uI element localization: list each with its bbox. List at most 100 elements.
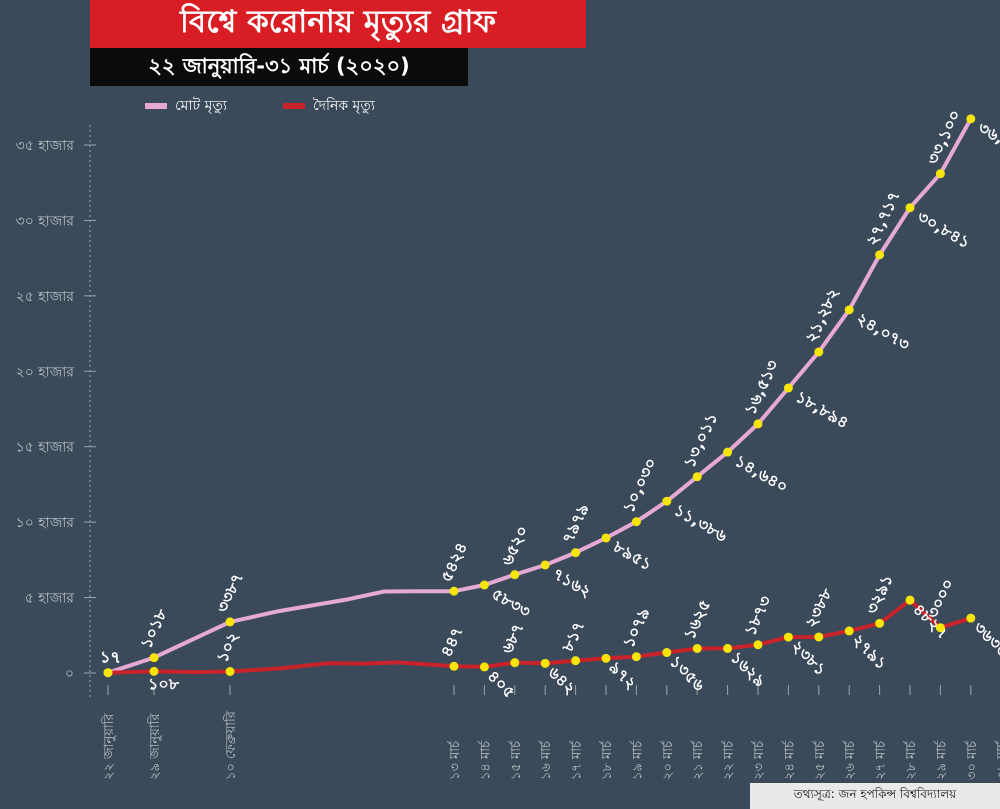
daily-point	[103, 668, 113, 678]
legend-swatch-daily	[282, 103, 305, 109]
total-data-label: ৩০,৮৪১	[914, 207, 974, 252]
total-point	[875, 250, 885, 260]
daily-data-label: ৯৭২	[605, 658, 640, 693]
x-tick-label: ২২ মার্চ	[721, 740, 737, 780]
total-data-label: ৩৩,১০০	[923, 107, 965, 168]
daily-data-label: ৩৬৩৫	[970, 618, 1000, 661]
total-data-label: ২৭,৭১৭	[862, 188, 904, 249]
y-tick-label: ৩০ হাজার	[16, 213, 75, 229]
x-tick-label: ২৭ মার্চ	[873, 740, 889, 780]
x-tick-label: ১৮ মার্চ	[599, 740, 615, 780]
daily-data-label: ৬৪২	[544, 663, 579, 698]
total-point	[905, 203, 915, 213]
total-data-label: ৫৪২৪	[436, 539, 471, 585]
total-data-label: ৩৩৮৭	[212, 570, 247, 616]
total-point	[149, 653, 159, 663]
daily-data-label: ৩২৯১	[862, 571, 897, 617]
daily-point	[844, 626, 854, 636]
daily-point	[601, 653, 611, 663]
y-tick-label: ১০ হাজার	[16, 515, 75, 531]
legend: মোট মৃত্যু দৈনিক মৃত্যু	[145, 96, 375, 116]
total-data-label: ৫৮৩৩	[488, 584, 534, 622]
x-tick-label: ২৫ মার্চ	[812, 740, 828, 780]
legend-item-daily: দৈনিক মৃত্যু	[282, 96, 375, 116]
daily-data-label: ৮১৭	[558, 618, 589, 655]
total-data-label: ৬৫২০	[497, 523, 532, 569]
total-data-label: ৭৯৭৯	[558, 501, 593, 547]
x-tick-label: ১০ ফেব্রুয়ারি	[223, 710, 239, 780]
daily-data-label: ১৬২৫	[680, 596, 715, 642]
y-tick-label: ২৫ হাজার	[16, 289, 75, 305]
daily-data-label: ১০৮	[148, 674, 180, 693]
x-tick-label: ১৯ মার্চ	[630, 740, 646, 780]
total-data-label: ৮৯৫১	[609, 537, 655, 575]
total-data-label: ১৬,৫১৩	[740, 356, 782, 417]
daily-data-label: ১৬২৯	[727, 648, 770, 691]
total-point	[844, 305, 854, 315]
daily-point	[935, 623, 945, 633]
x-tick-label: ২৯ জানুয়ারি	[147, 713, 163, 780]
total-point	[814, 347, 824, 357]
daily-point	[510, 658, 520, 668]
chart-subtitle: ২২ জানুয়ারি-৩১ মার্চ (২০২০)	[90, 48, 468, 86]
daily-point	[905, 595, 915, 605]
x-tick-label: ১৩ মার্চ	[447, 740, 463, 780]
daily-point	[631, 652, 641, 662]
daily-data-label: ৬৮৭	[497, 620, 527, 656]
daily-point	[753, 640, 763, 650]
total-point	[662, 496, 672, 506]
daily-point	[966, 613, 976, 623]
x-tick-label: ১৭ মার্চ	[569, 740, 585, 780]
daily-data-label: ১০২	[212, 629, 242, 665]
daily-data-label: ২৩৮১	[788, 636, 831, 679]
legend-swatch-total	[145, 103, 167, 109]
total-data-label: ১০১৮	[136, 605, 171, 651]
daily-point	[814, 632, 824, 642]
legend-label-total: মোট মৃত্যু	[175, 98, 227, 114]
total-data-label: ২১,২৮২	[801, 285, 843, 346]
daily-point	[571, 656, 581, 666]
total-point	[753, 419, 763, 429]
x-tick-label: ২১ মার্চ	[690, 740, 706, 780]
chart-title: বিশ্বে করোনায় মৃত্যুর গ্রাফ	[90, 0, 586, 48]
total-data-label: ১৮,৮৯৪	[792, 387, 852, 432]
total-point	[540, 560, 550, 570]
x-tick-label: ২০ মার্চ	[660, 740, 676, 780]
x-tick-label: ৩১ মার্চ	[994, 740, 1000, 780]
daily-point	[692, 643, 702, 653]
x-tick-label: ২৮ মার্চ	[903, 740, 919, 780]
total-point	[225, 617, 235, 627]
y-tick-label: ২০ হাজার	[16, 364, 75, 380]
daily-data-label: ১৭	[100, 648, 121, 667]
daily-point	[449, 661, 459, 671]
total-point	[692, 472, 702, 482]
daily-point	[540, 658, 550, 668]
daily-data-label: ১৩৫৬	[666, 652, 709, 695]
x-tick-label: ১৬ মার্চ	[538, 740, 554, 780]
daily-point	[783, 632, 793, 642]
total-point	[723, 447, 733, 457]
daily-data-label: ১০৭৯	[619, 605, 654, 651]
x-tick-label: ৩০ মার্চ	[964, 740, 980, 780]
total-point	[571, 548, 581, 558]
x-tick-label: ১৪ মার্চ	[478, 740, 494, 780]
source-note: তথ্যসূত্র: জন হপকিন্স বিশ্ববিদ্যালয়	[750, 783, 1000, 809]
x-tick-label: ২২ জানুয়ারি	[101, 713, 117, 780]
x-tick-label: ২৬ মার্চ	[842, 740, 858, 780]
daily-data-label: ৩০০০	[923, 576, 958, 622]
daily-data-label: ২৭৯১	[848, 630, 891, 673]
daily-point	[149, 666, 159, 676]
legend-item-total: মোট মৃত্যু	[145, 96, 227, 116]
total-data-label: ১০,০৩০	[619, 455, 661, 516]
total-point	[510, 570, 520, 580]
legend-label-daily: দৈনিক মৃত্যু	[312, 98, 375, 114]
x-tick-label: ২৯ মার্চ	[934, 740, 950, 780]
daily-data-label: ১৮৭৩	[740, 592, 775, 638]
total-data-label: ৩৬,৭৩৫	[975, 118, 1000, 163]
x-tick-label: ২৪ মার্চ	[782, 740, 798, 780]
total-point	[479, 580, 489, 590]
total-point	[449, 586, 459, 596]
daily-point	[479, 662, 489, 672]
daily-point	[723, 643, 733, 653]
